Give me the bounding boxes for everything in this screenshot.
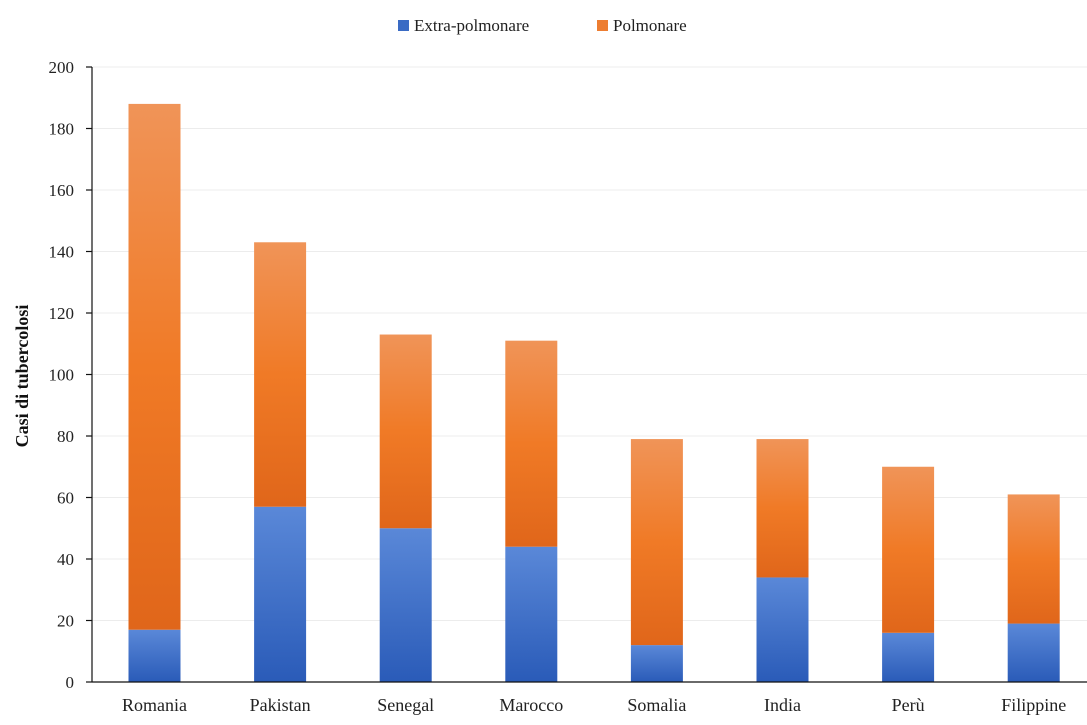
x-tick-label: Pakistan (250, 695, 311, 715)
y-tick-label: 160 (49, 181, 75, 200)
bar-extra-polmonare-6 (882, 633, 934, 682)
x-tick-label: Perù (892, 695, 925, 715)
bar-extra-polmonare-7 (1008, 624, 1060, 682)
bars (129, 104, 1060, 682)
bar-extra-polmonare-4 (631, 645, 683, 682)
legend-swatch (398, 20, 409, 31)
bar-polmonare-5 (757, 439, 809, 577)
x-tick-label: Romania (122, 695, 187, 715)
y-tick-label: 120 (49, 304, 75, 323)
bar-polmonare-3 (505, 341, 557, 547)
y-tick-label: 100 (49, 366, 75, 385)
y-axis-title: Casi di tubercolosi (12, 305, 32, 448)
bar-polmonare-1 (254, 242, 306, 506)
legend-swatch (597, 20, 608, 31)
bar-extra-polmonare-3 (505, 547, 557, 682)
x-tick-label: India (764, 695, 801, 715)
legend: Extra-polmonare Polmonare (398, 16, 687, 35)
gridlines (92, 67, 1087, 621)
bar-polmonare-2 (380, 335, 432, 529)
bar-extra-polmonare-1 (254, 507, 306, 682)
bar-polmonare-6 (882, 467, 934, 633)
y-tick-label: 60 (57, 489, 74, 508)
bar-extra-polmonare-0 (129, 630, 181, 682)
x-tick-label: Somalia (627, 695, 686, 715)
y-tick-label: 0 (66, 673, 75, 692)
bar-polmonare-4 (631, 439, 683, 645)
y-tick-label: 180 (49, 120, 75, 139)
legend-label: Extra-polmonare (414, 16, 529, 35)
bar-polmonare-0 (129, 104, 181, 630)
y-tick-label: 20 (57, 612, 74, 631)
legend-label: Polmonare (613, 16, 687, 35)
x-tick-label: Senegal (377, 695, 434, 715)
y-tick-label: 80 (57, 427, 74, 446)
bar-polmonare-7 (1008, 494, 1060, 623)
x-tick-label: Marocco (499, 695, 563, 715)
y-tick-label: 200 (49, 58, 75, 77)
y-tick-label: 40 (57, 550, 74, 569)
bar-extra-polmonare-5 (757, 577, 809, 682)
bar-extra-polmonare-2 (380, 528, 432, 682)
x-tick-label: Filippine (1001, 695, 1066, 715)
y-tick-label: 140 (49, 243, 75, 262)
